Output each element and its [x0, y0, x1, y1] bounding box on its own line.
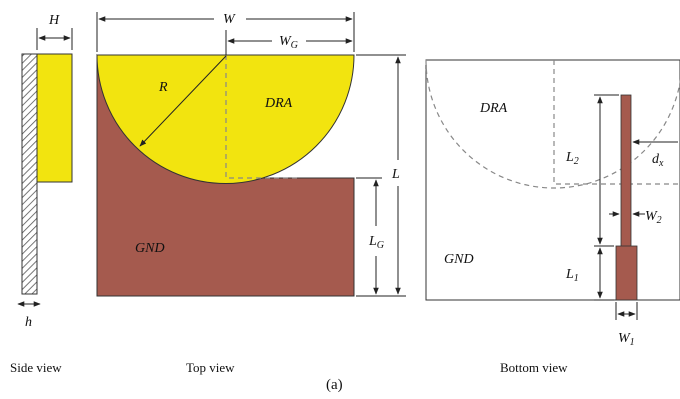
- label-W: W: [223, 12, 236, 27]
- label-gnd-top: GND: [135, 241, 165, 256]
- label-H: H: [48, 13, 60, 28]
- top-view: W WG R DRA GND L LG: [97, 12, 406, 296]
- label-h: h: [25, 315, 32, 330]
- caption-bottom-view: Bottom view: [500, 360, 568, 375]
- feed-line-wide: [616, 246, 637, 300]
- label-LG: LG: [368, 234, 384, 251]
- caption-top-view: Top view: [186, 360, 235, 375]
- label-W1: W1: [618, 331, 635, 348]
- feed-line-narrow: [621, 95, 631, 247]
- side-dra-block: [37, 54, 72, 182]
- side-view: H h: [18, 13, 72, 330]
- caption-figure: (a): [326, 377, 343, 393]
- label-L: L: [391, 167, 400, 182]
- label-gnd-bottom: GND: [444, 252, 474, 267]
- bottom-view: DRA GND L2 L1 W2 dx W1: [426, 60, 680, 348]
- label-R: R: [158, 80, 168, 95]
- label-dra-bottom: DRA: [479, 101, 508, 116]
- side-substrate: [22, 54, 37, 294]
- caption-side-view: Side view: [10, 360, 62, 375]
- label-dra-top: DRA: [264, 96, 293, 111]
- label-WG: WG: [279, 34, 298, 51]
